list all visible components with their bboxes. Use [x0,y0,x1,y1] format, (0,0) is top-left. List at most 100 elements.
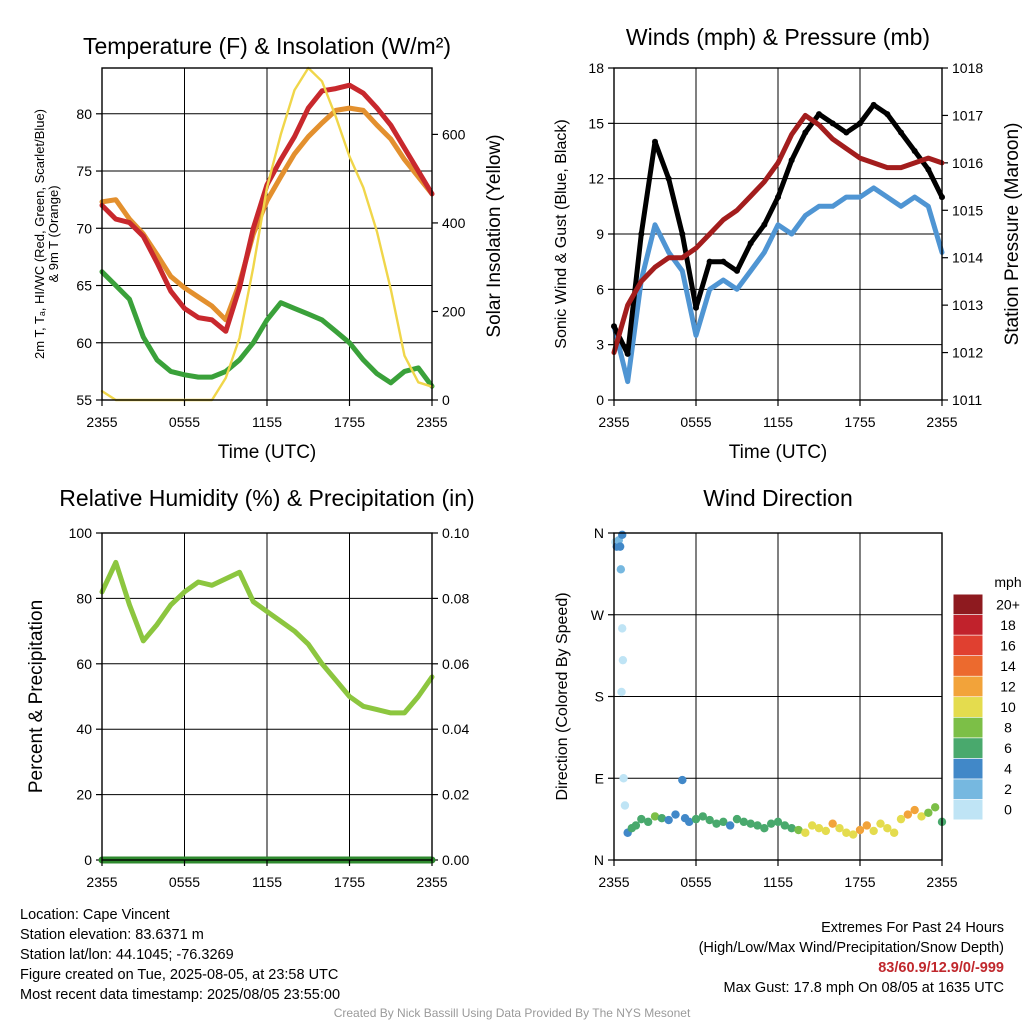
panel-2-title: Winds (mph) & Pressure (mb) [626,24,930,50]
series-line-1 [99,105,435,323]
x-tick-label-1155: 1155 [252,874,282,890]
x-tick-label-2355: 2355 [598,414,629,430]
extremes-title: Extremes For Past 24 Hours [821,920,1004,936]
direction-point [678,775,687,785]
direction-point [848,830,858,839]
y2-tick-label-1012: 1012 [952,345,983,361]
gust-point [693,304,699,311]
panel-1-ylabel-line-1: 2m T, Tₐ, HI/WC (Red, Green, Scarlet/Blu… [32,109,47,359]
y2-tick-label-0: 0 [442,392,450,408]
direction-point [620,801,630,810]
gust-point [816,111,822,118]
gust-point [829,120,836,127]
y2-tick-label-600: 600 [442,126,466,142]
station-location: Location: Cape Vincent [20,907,170,923]
gust-point [638,231,645,237]
series-line-1 [99,559,435,716]
gust-point [870,101,877,108]
direction-point [615,542,625,551]
x-tick-label-2355: 2355 [926,414,957,430]
max-gust: Max Gust: 17.8 mph On 08/05 at 1635 UTC [723,980,1004,996]
colorbar-cell [952,614,984,636]
x-tick-label-1155: 1155 [763,874,793,890]
series-line-1 [611,185,945,385]
x-tick-label-1755: 1755 [844,414,875,430]
gust-point [898,129,904,136]
direction-point [719,817,728,827]
panel-2-xlabel: Time (UTC) [729,442,828,463]
x-tick-label-1755: 1755 [334,874,365,890]
dir-tick-label-1: E [595,770,604,786]
y2-tick-label-0.02: 0.02 [442,787,469,803]
direction-point [876,819,885,828]
direction-point [842,828,851,837]
direction-point [650,812,660,821]
y-tick-label-55: 55 [76,392,92,408]
x-tick-label-2355: 2355 [86,874,117,890]
y2-tick-label-1014: 1014 [952,250,983,266]
y-tick-label-15: 15 [588,115,604,131]
y2-tick-label-0.06: 0.06 [442,656,469,672]
direction-point [828,819,837,828]
y-tick-label-70: 70 [76,220,92,236]
x-tick-label-0555: 0555 [680,414,711,430]
direction-point [780,821,790,830]
direction-point [712,819,721,828]
direction-point [766,819,776,828]
gust-point [624,350,631,357]
direction-point [930,803,940,812]
gust-point [925,166,932,173]
colorbar-label-2: 4 [1004,761,1012,777]
x-tick-label-2355: 2355 [926,874,957,890]
direction-point [896,814,906,824]
direction-point [637,814,646,824]
y2-tick-label-0.00: 0.00 [442,852,469,868]
direction-point [855,825,865,835]
y2-tick-label-1016: 1016 [952,155,983,171]
colorbar-label-7: 14 [1000,658,1016,674]
direction-point [889,828,899,837]
y-tick-label-18: 18 [588,60,604,76]
gust-point [843,129,850,136]
direction-point [657,814,667,823]
extremes-subtitle: (High/Low/Max Wind/Precipitation/Snow De… [698,940,1004,956]
x-tick-label-1155: 1155 [763,414,793,430]
colorbar-label-0: 0 [1004,802,1012,818]
panel-3-title: Relative Humidity (%) & Precipitation (i… [59,485,474,511]
direction-point [618,530,627,540]
direction-point [917,812,926,821]
colorbar-cell [952,655,984,677]
gust-point [857,120,863,127]
direction-point [705,815,714,825]
gust-point [734,267,740,274]
direction-point [664,815,673,825]
direction-point [807,821,817,830]
y-tick-label-3: 3 [596,337,604,353]
direction-point [739,817,749,827]
y2-tick-label-1015: 1015 [952,202,983,218]
gust-point [652,138,658,145]
colorbar-label-9: 18 [1000,617,1016,633]
colorbar-label-6: 12 [1000,678,1016,694]
direction-point [631,821,641,830]
colorbar-label-1: 2 [1004,781,1012,797]
colorbar-label-8: 16 [1000,637,1016,653]
colorbar-cell [952,716,984,739]
direction-point [753,821,762,830]
x-tick-label-0555: 0555 [169,414,200,430]
direction-point [746,819,755,828]
recent-timestamp: Most recent data timestamp: 2025/08/05 2… [20,987,341,1003]
direction-point [814,824,824,833]
x-tick-label-1755: 1755 [844,874,875,890]
direction-point [794,825,803,835]
colorbar-label-4: 8 [1004,720,1012,736]
colorbar-cell [952,696,984,718]
panel-3-grid [184,533,350,860]
station-info: Location: Cape Vincent Station elevation… [20,905,340,1005]
station-latlon: Station lat/lon: 44.1045; -76.3269 [20,947,234,963]
y2-tick-label-200: 200 [442,303,466,319]
y-tick-label-100: 100 [69,525,93,541]
series-line-3 [611,112,945,356]
panel-1-title: Temperature (F) & Insolation (W/m²) [83,33,451,59]
direction-point [684,817,694,827]
